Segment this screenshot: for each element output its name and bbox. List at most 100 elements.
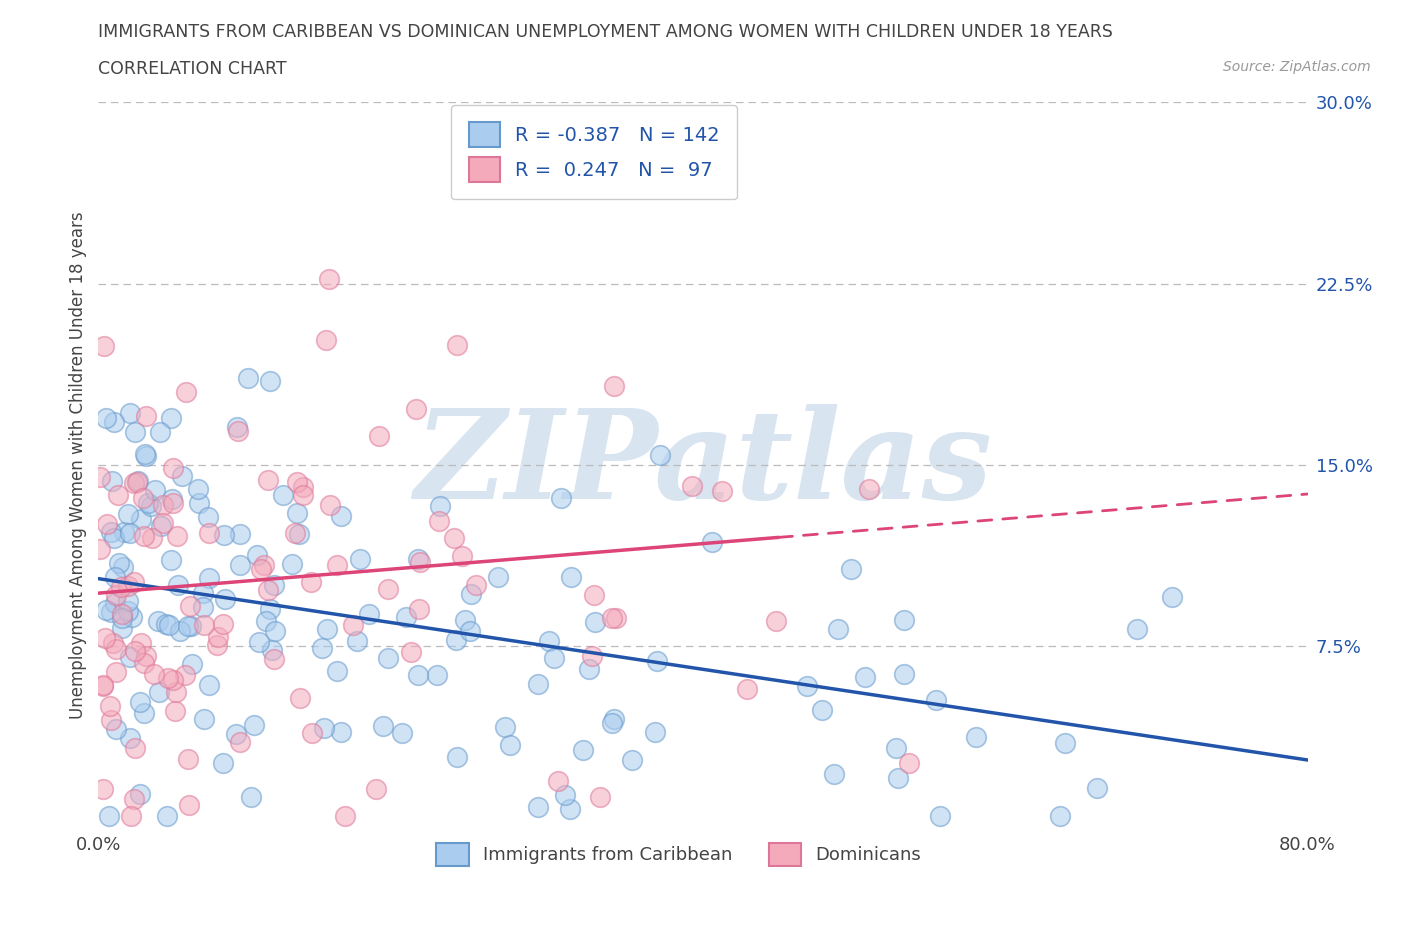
Point bbox=[443, 531, 465, 546]
Point bbox=[157, 618, 180, 632]
Point bbox=[796, 679, 818, 694]
Point bbox=[333, 808, 356, 823]
Point bbox=[236, 371, 259, 386]
Point bbox=[444, 632, 467, 647]
Point bbox=[319, 498, 342, 512]
Point bbox=[494, 720, 516, 735]
Point bbox=[105, 642, 128, 657]
Point bbox=[180, 618, 202, 633]
Point bbox=[330, 724, 353, 739]
Point bbox=[141, 498, 163, 513]
Point bbox=[681, 479, 703, 494]
Point bbox=[207, 629, 229, 644]
Point bbox=[148, 684, 170, 699]
Point bbox=[377, 650, 399, 665]
Point bbox=[301, 726, 323, 741]
Point bbox=[96, 410, 118, 425]
Point bbox=[406, 551, 429, 566]
Point bbox=[166, 528, 188, 543]
Point bbox=[104, 722, 127, 737]
Point bbox=[318, 272, 340, 286]
Point bbox=[229, 557, 252, 572]
Point bbox=[135, 408, 157, 423]
Point bbox=[395, 609, 418, 624]
Point bbox=[451, 549, 474, 564]
Point bbox=[132, 705, 155, 720]
Point bbox=[103, 636, 125, 651]
Legend: Immigrants from Caribbean, Dominicans: Immigrants from Caribbean, Dominicans bbox=[429, 835, 928, 873]
Point bbox=[152, 498, 174, 512]
Point bbox=[263, 578, 285, 592]
Point bbox=[458, 623, 481, 638]
Point bbox=[108, 556, 131, 571]
Point bbox=[368, 429, 391, 444]
Point bbox=[271, 487, 294, 502]
Point bbox=[229, 735, 252, 750]
Point bbox=[124, 424, 146, 439]
Text: CORRELATION CHART: CORRELATION CHART bbox=[98, 60, 287, 78]
Point bbox=[162, 672, 184, 687]
Point bbox=[100, 525, 122, 539]
Point bbox=[132, 528, 155, 543]
Point bbox=[460, 587, 482, 602]
Point bbox=[103, 530, 125, 545]
Point bbox=[250, 562, 273, 577]
Point bbox=[827, 621, 849, 636]
Point bbox=[429, 498, 451, 513]
Point bbox=[120, 649, 142, 664]
Point bbox=[179, 598, 201, 613]
Point bbox=[177, 798, 200, 813]
Point bbox=[172, 469, 194, 484]
Point bbox=[129, 512, 152, 526]
Point bbox=[225, 419, 247, 434]
Point bbox=[104, 596, 127, 611]
Text: ZIPatlas: ZIPatlas bbox=[413, 405, 993, 525]
Point bbox=[111, 611, 134, 626]
Point bbox=[136, 496, 159, 511]
Point bbox=[558, 802, 581, 817]
Point bbox=[527, 676, 550, 691]
Point bbox=[253, 557, 276, 572]
Point bbox=[315, 333, 337, 348]
Point bbox=[129, 636, 152, 651]
Point bbox=[135, 648, 157, 663]
Point bbox=[650, 447, 672, 462]
Point bbox=[198, 525, 221, 540]
Point bbox=[710, 484, 733, 498]
Point bbox=[120, 405, 142, 420]
Point bbox=[134, 446, 156, 461]
Point bbox=[301, 574, 323, 589]
Point bbox=[112, 525, 135, 539]
Point bbox=[89, 541, 111, 556]
Point bbox=[287, 474, 309, 489]
Point bbox=[118, 731, 141, 746]
Point bbox=[405, 402, 427, 417]
Point bbox=[98, 808, 121, 823]
Point bbox=[159, 552, 181, 567]
Point bbox=[100, 713, 122, 728]
Point bbox=[96, 517, 118, 532]
Point bbox=[193, 586, 215, 601]
Point bbox=[152, 516, 174, 531]
Point bbox=[620, 752, 643, 767]
Point bbox=[160, 492, 183, 507]
Point bbox=[311, 641, 333, 656]
Point bbox=[174, 384, 197, 399]
Point bbox=[357, 606, 380, 621]
Point bbox=[117, 578, 139, 593]
Point bbox=[454, 613, 477, 628]
Point bbox=[823, 766, 845, 781]
Point bbox=[198, 570, 221, 585]
Point bbox=[765, 614, 787, 629]
Point bbox=[254, 614, 277, 629]
Point bbox=[180, 657, 202, 671]
Point bbox=[163, 703, 186, 718]
Point bbox=[94, 631, 117, 645]
Point bbox=[260, 643, 283, 658]
Point bbox=[120, 525, 142, 540]
Point bbox=[128, 695, 150, 710]
Point bbox=[193, 618, 215, 632]
Point bbox=[107, 488, 129, 503]
Text: Source: ZipAtlas.com: Source: ZipAtlas.com bbox=[1223, 60, 1371, 74]
Point bbox=[89, 470, 111, 485]
